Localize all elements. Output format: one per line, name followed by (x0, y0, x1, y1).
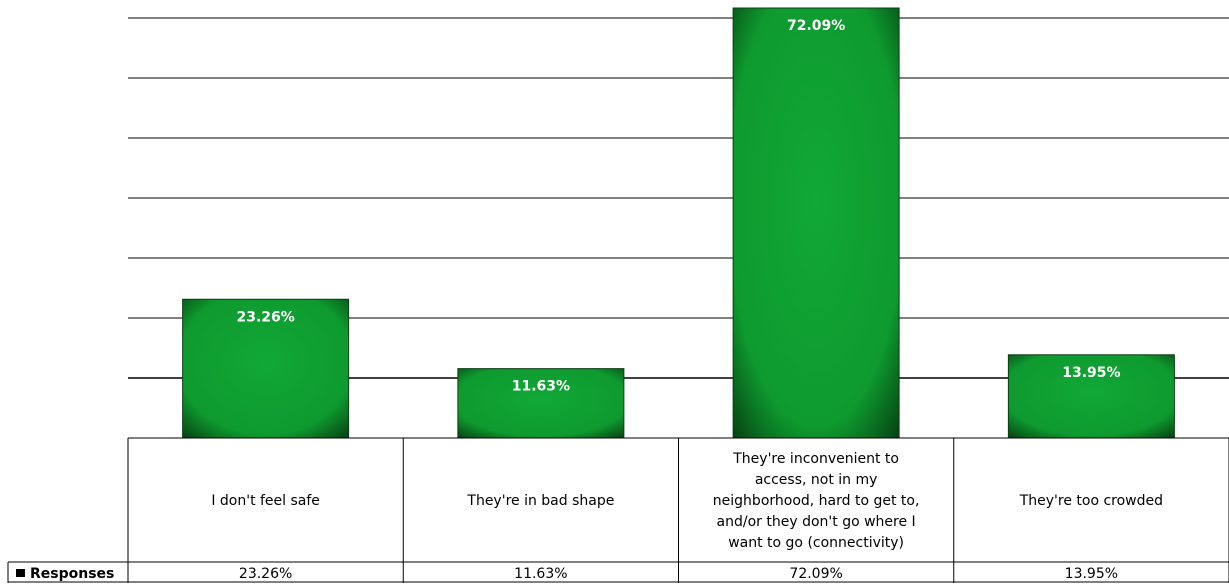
bar-data-label: 23.26% (236, 309, 294, 325)
legend-key (16, 569, 25, 577)
bar (732, 7, 900, 439)
category-label: I don't feel safe (211, 493, 320, 509)
category-label: neighborhood, hard to get to, (713, 493, 920, 509)
category-label: access, not in my (755, 472, 878, 488)
table-value: 72.09% (789, 566, 842, 582)
category-label: and/or they don't go where I (717, 514, 916, 530)
category-label: They're in bad shape (466, 493, 614, 509)
bars: 23.26% 11.63% 72.09% 13.95% (182, 7, 1175, 439)
data-table: I don't feel safe 23.26% They're in bad sh… (7, 437, 1229, 583)
category-label: They're too crowded (1019, 493, 1163, 509)
bar-data-label: 72.09% (787, 18, 845, 34)
table-value: 11.63% (514, 566, 567, 582)
bar (457, 368, 625, 439)
category-label: want to go (connectivity) (728, 535, 904, 551)
bar (1007, 354, 1175, 439)
category-label: They're inconvenient to (732, 451, 899, 467)
table-value: 13.95% (1065, 566, 1118, 582)
bar-data-label: 11.63% (512, 379, 570, 395)
table-value: 23.26% (239, 566, 292, 582)
bar-data-label: 13.95% (1062, 365, 1120, 381)
legend-label: Responses (30, 566, 114, 582)
